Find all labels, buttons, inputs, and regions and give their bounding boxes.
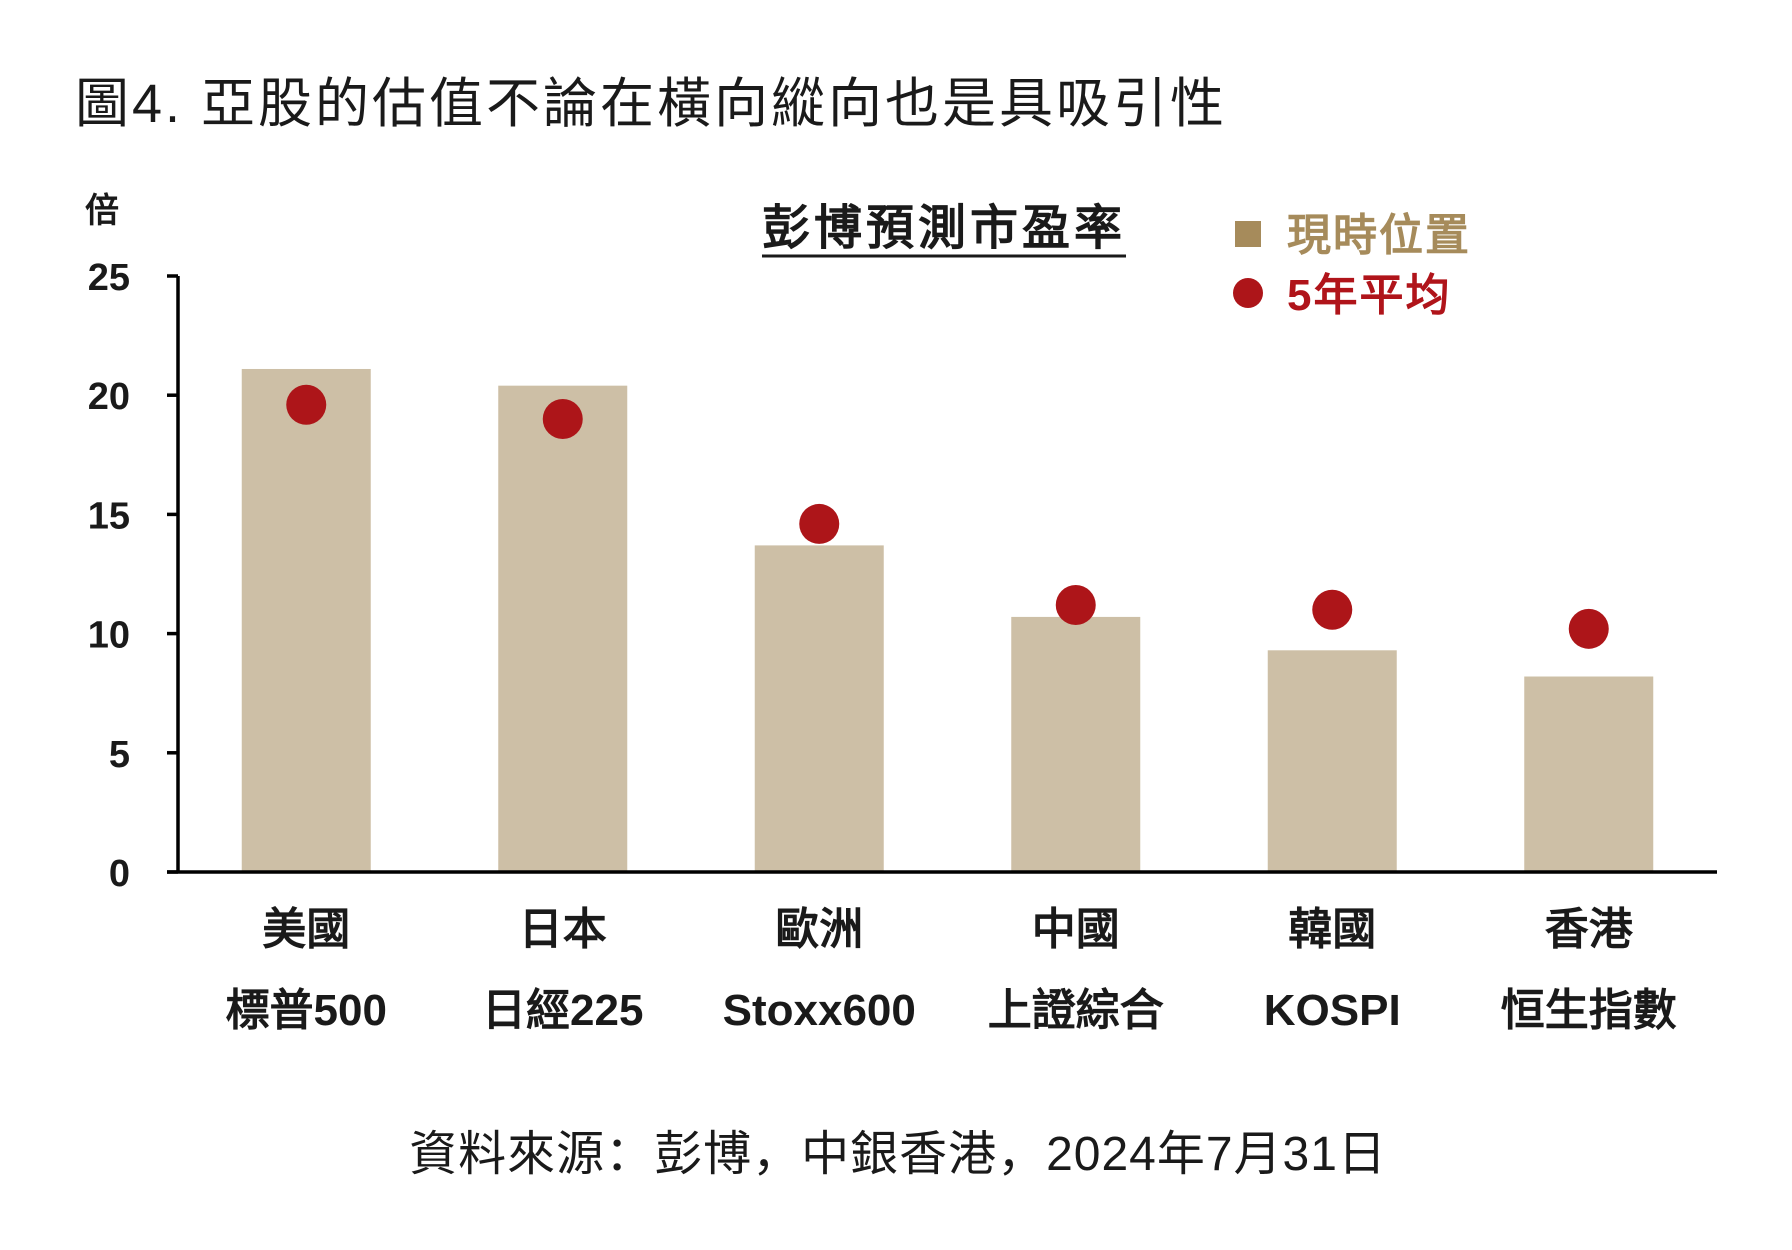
dot-5yr-average-0 — [286, 384, 327, 425]
axes — [167, 276, 1717, 874]
bar-current-5 — [1524, 676, 1654, 872]
dot-5yr-average-2 — [799, 503, 840, 544]
y-axis-ticks: 0 5 10 15 20 25 — [88, 257, 178, 895]
figure-title: 圖4. 亞股的估值不論在橫向縱向也是具吸引性 — [75, 74, 1227, 134]
x-category-index-label: KOSPI — [1264, 986, 1401, 1035]
y-tick-label: 20 — [88, 376, 130, 418]
bar-current-1 — [498, 385, 628, 872]
legend-label-current: 現時位置 — [1287, 211, 1471, 260]
legend-swatch-current — [1235, 221, 1261, 247]
bar-current-4 — [1267, 650, 1397, 872]
bar-current-0 — [241, 368, 371, 872]
y-tick-label: 25 — [88, 257, 130, 299]
y-tick-label: 10 — [88, 615, 130, 657]
chart-title: 彭博預測市盈率 — [762, 202, 1126, 255]
source-note: 資料來源：彭博，中銀香港，2024年7月31日 — [409, 1128, 1387, 1181]
x-category-market-label: 歐洲 — [775, 905, 863, 954]
x-category-market-label: 美國 — [262, 905, 350, 954]
x-category-market-label: 韓國 — [1288, 905, 1376, 954]
x-category-market-label: 香港 — [1545, 905, 1634, 954]
y-tick-label: 15 — [88, 495, 130, 537]
legend-swatch-5yr-average — [1233, 278, 1263, 308]
legend-label-5yr-average: 5年平均 — [1287, 271, 1451, 320]
x-category-index-label: Stoxx600 — [723, 986, 916, 1035]
x-category-market-label: 中國 — [1032, 905, 1120, 954]
x-category-index-label: 標普500 — [226, 986, 387, 1035]
legend: 現時位置 5年平均 — [1233, 211, 1471, 320]
dot-5yr-average-1 — [542, 399, 583, 440]
bar-current-2 — [754, 545, 884, 872]
x-category-market-label: 日本 — [519, 905, 607, 954]
y-tick-label: 0 — [109, 853, 130, 895]
x-category-index-label: 上證綜合 — [988, 986, 1164, 1035]
y-axis-unit-label: 倍 — [85, 192, 119, 230]
x-category-index-label: 恒生指數 — [1501, 986, 1677, 1035]
bar-series-current — [241, 368, 1654, 872]
scatter-series-5yr-average — [286, 384, 1609, 649]
bar-current-3 — [1011, 616, 1141, 872]
dot-5yr-average-5 — [1568, 608, 1609, 649]
x-category-index-label: 日經225 — [482, 986, 643, 1035]
y-tick-label: 5 — [109, 734, 130, 776]
dot-5yr-average-4 — [1312, 589, 1353, 630]
dot-5yr-average-3 — [1055, 584, 1096, 625]
